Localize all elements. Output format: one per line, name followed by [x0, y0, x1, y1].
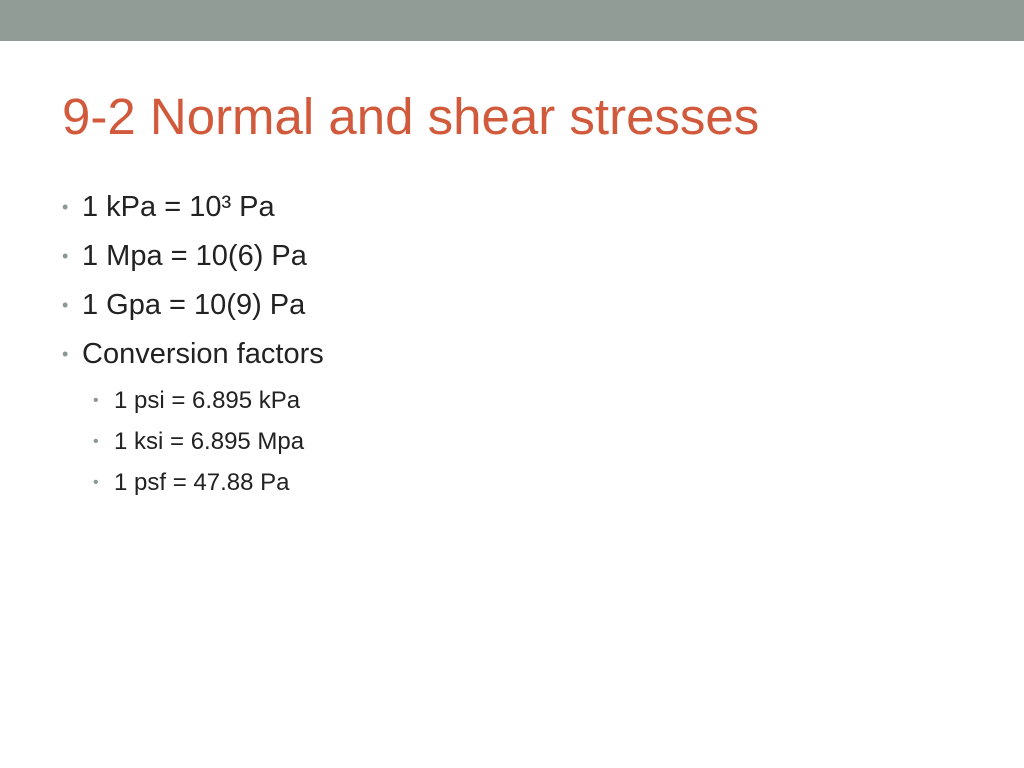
slide-title: 9-2 Normal and shear stresses: [62, 88, 760, 145]
bullet-item: • 1 kPa = 10³ Pa: [62, 184, 962, 233]
bullet-dot-icon: •: [93, 433, 99, 450]
top-accent-band: [0, 0, 1024, 41]
bullet-item: • 1 Gpa = 10(9) Pa: [62, 282, 962, 331]
sub-bullet-text: 1 psi = 6.895 kPa: [114, 387, 301, 414]
sub-bullet-text: 1 psf = 47.88 Pa: [114, 469, 290, 496]
bullet-text: 1 Gpa = 10(9) Pa: [82, 289, 306, 321]
bullet-dot-icon: •: [93, 392, 99, 409]
sub-bullet-item: • 1 ksi = 6.895 Mpa: [62, 421, 962, 462]
bullet-item: • 1 Mpa = 10(6) Pa: [62, 233, 962, 282]
bullet-dot-icon: •: [62, 295, 69, 315]
bullet-dot-icon: •: [62, 344, 69, 364]
bullet-text: 1 Mpa = 10(6) Pa: [82, 240, 307, 272]
bullet-dot-icon: •: [62, 246, 69, 266]
bullet-dot-icon: •: [62, 197, 69, 217]
bullet-dot-icon: •: [93, 474, 99, 491]
bullet-item: • Conversion factors: [62, 331, 962, 380]
sub-bullet-item: • 1 psf = 47.88 Pa: [62, 462, 962, 503]
bullet-list: • 1 kPa = 10³ Pa • 1 Mpa = 10(6) Pa • 1 …: [62, 184, 962, 503]
sub-bullet-item: • 1 psi = 6.895 kPa: [62, 380, 962, 421]
sub-bullet-text: 1 ksi = 6.895 Mpa: [114, 428, 305, 455]
bullet-text: 1 kPa = 10³ Pa: [82, 191, 275, 223]
bullet-text: Conversion factors: [82, 338, 324, 370]
